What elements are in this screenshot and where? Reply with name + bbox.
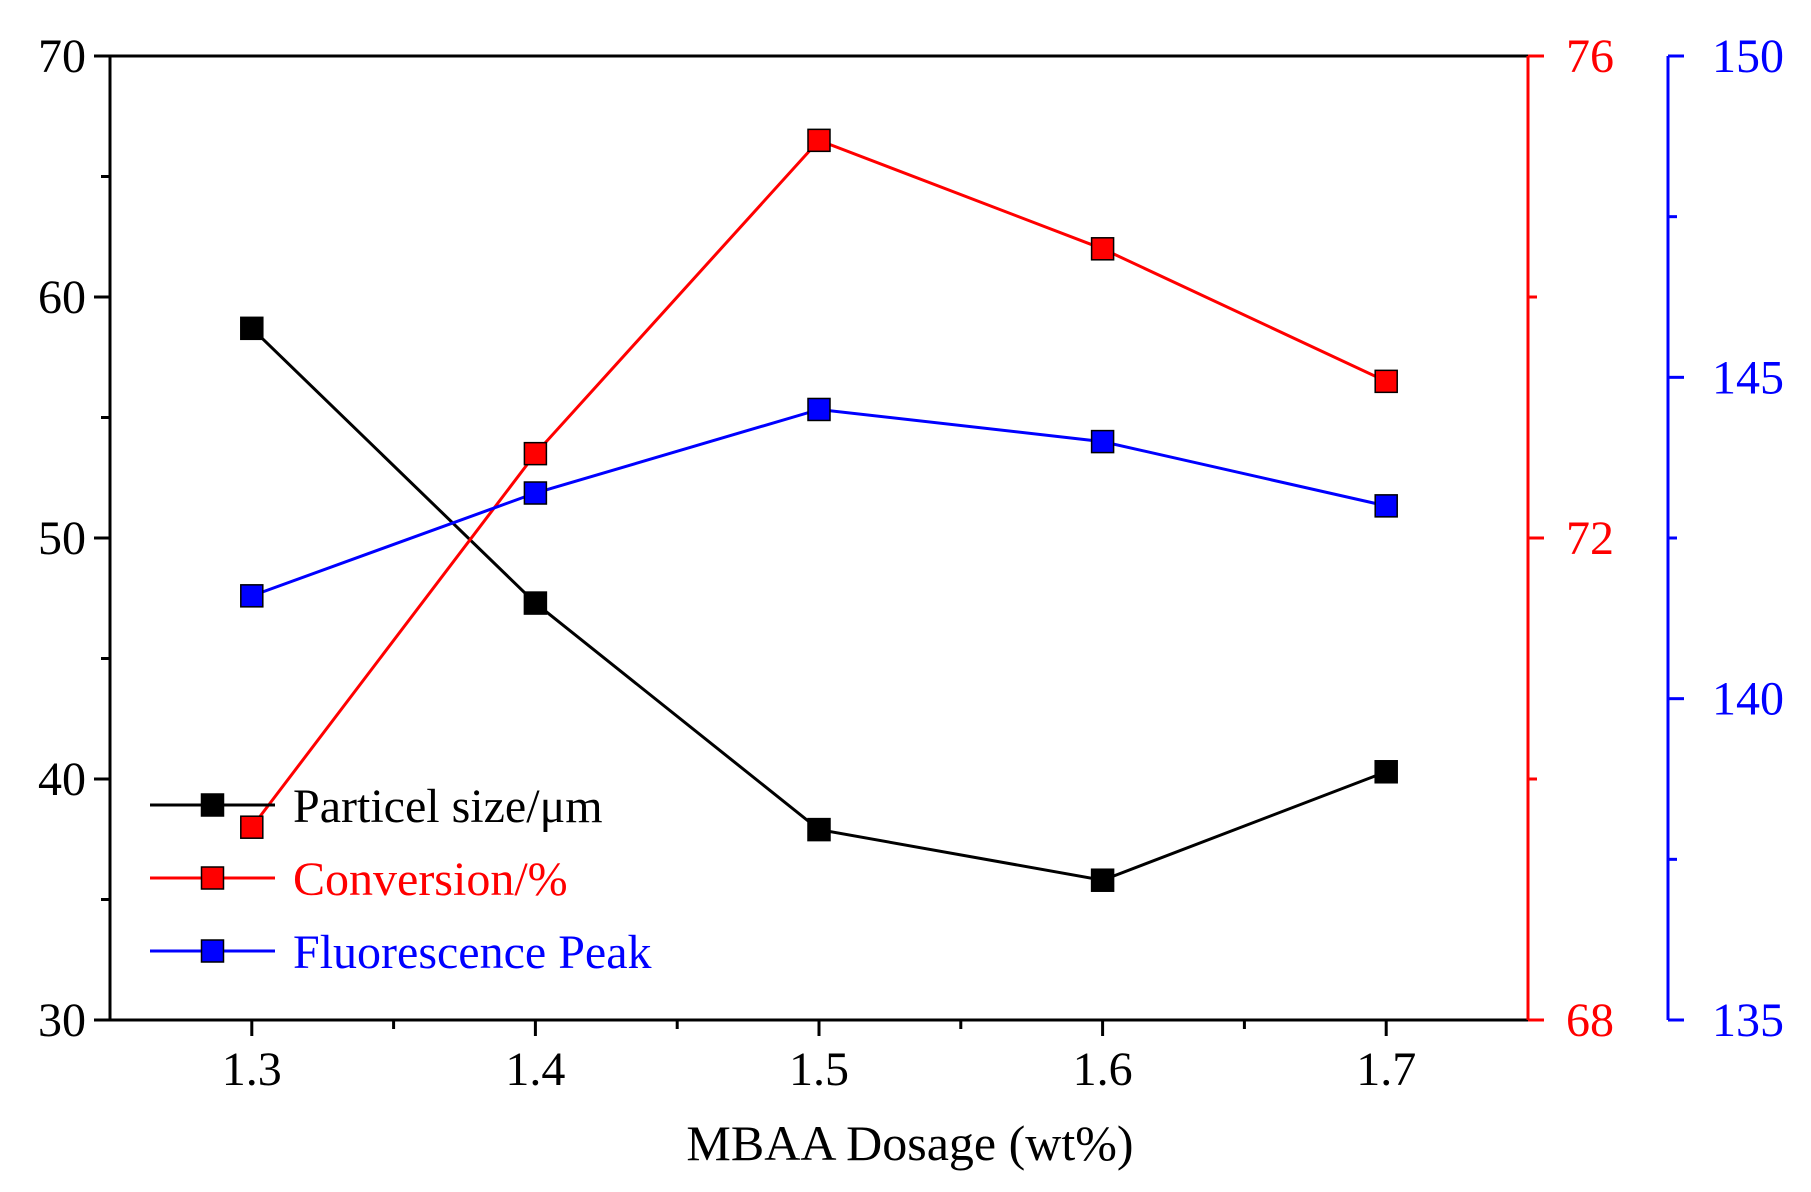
legend: Particel size/μm Conversion/% Fluorescence… <box>150 780 652 979</box>
right2-y-tick-label: 140 <box>1712 673 1784 726</box>
x-tick-label: 1.7 <box>1356 1043 1416 1096</box>
series-line-1 <box>250 138 1387 829</box>
data-point-1 <box>523 441 548 466</box>
legend-marker-1 <box>200 866 225 890</box>
series-line-2 <box>251 407 1387 598</box>
legend-label-0: Particel size/μm <box>293 780 603 833</box>
x-tick-label: 1.3 <box>222 1043 282 1096</box>
data-point-0 <box>240 316 264 341</box>
data-point-0 <box>807 817 831 842</box>
data-point-2 <box>523 481 548 505</box>
data-point-0 <box>1090 868 1115 892</box>
data-point-2 <box>1374 494 1398 518</box>
data-point-1 <box>1090 237 1115 261</box>
data-point-2 <box>807 397 831 422</box>
x-axis-label: MBAA Dosage (wt%) <box>686 1115 1133 1171</box>
data-point-1 <box>807 128 831 153</box>
left-y-tick-label: 60 <box>38 271 86 324</box>
right1-y-tick-label: 72 <box>1566 512 1614 565</box>
left-y-tick-label: 50 <box>38 512 86 565</box>
right1-y-tick-label: 68 <box>1566 994 1614 1047</box>
left-y-tick-label: 30 <box>38 994 86 1047</box>
legend-marker-2 <box>200 939 225 963</box>
legend-label-2: Fluorescence Peak <box>293 926 652 979</box>
legend-marker-0 <box>200 793 225 817</box>
x-tick-label: 1.4 <box>505 1043 565 1096</box>
right2-y-tick-label: 150 <box>1712 30 1784 83</box>
right1-y-tick-label: 76 <box>1566 30 1614 83</box>
axes-layer: 1.3 1.4 1.5 1.6 1.7 30 40 50 60 70 68 72 76 135 140 145… <box>38 30 1784 1096</box>
right2-y-tick-label: 135 <box>1712 994 1784 1047</box>
data-point-1 <box>1374 369 1398 394</box>
data-point-2 <box>1090 429 1115 454</box>
left-y-tick-label: 40 <box>38 753 86 806</box>
data-point-0 <box>1374 760 1398 784</box>
x-tick-label: 1.6 <box>1073 1043 1133 1096</box>
data-point-2 <box>240 584 264 608</box>
data-point-1 <box>240 815 264 839</box>
data-point-0 <box>523 591 548 615</box>
right2-y-tick-label: 145 <box>1712 351 1784 404</box>
legend-label-1: Conversion/% <box>293 853 568 906</box>
left-y-tick-label: 70 <box>38 30 86 83</box>
series-layer <box>240 128 1398 892</box>
x-tick-label: 1.5 <box>789 1043 849 1096</box>
